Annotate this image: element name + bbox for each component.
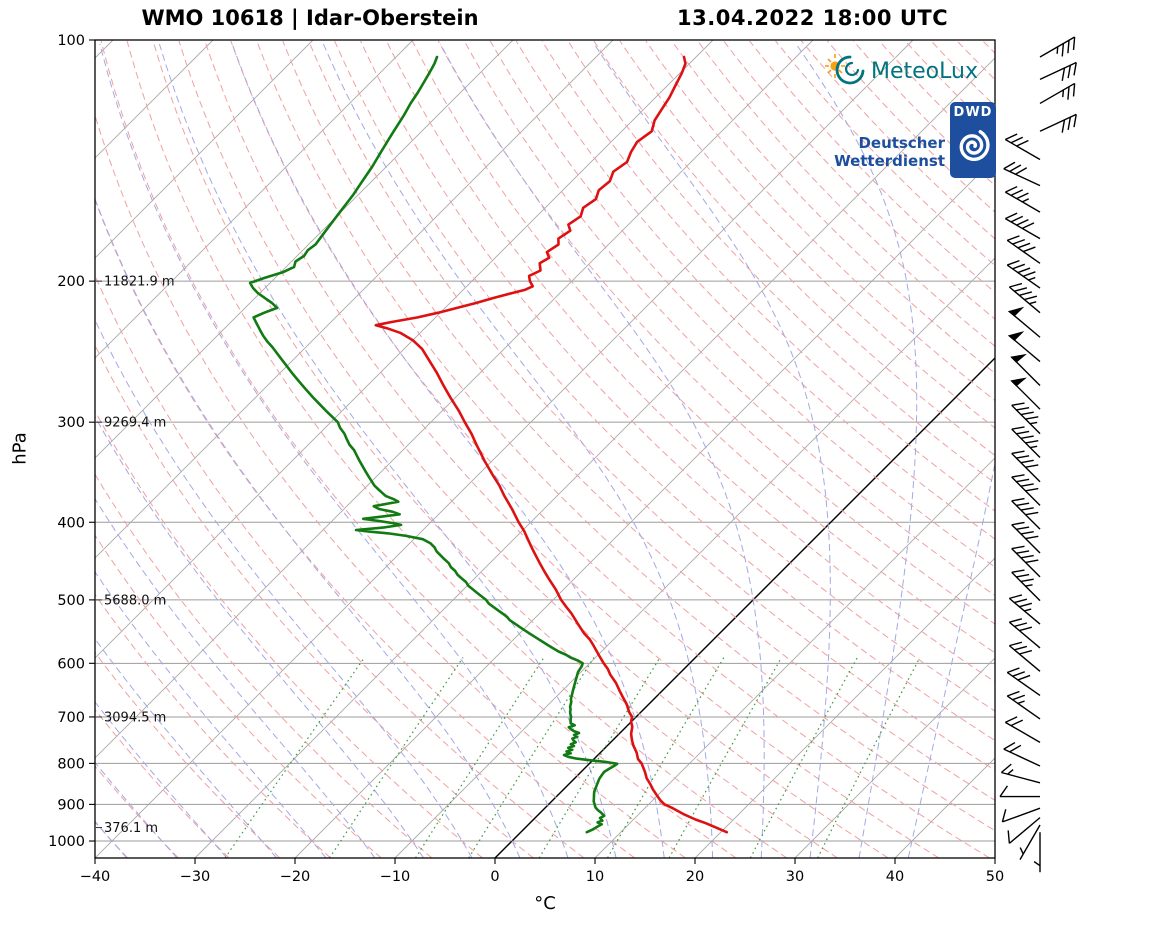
y-tick-label: 500 xyxy=(57,593,85,609)
y-tick-label: 100 xyxy=(57,33,85,49)
x-tick-label: 10 xyxy=(586,869,604,885)
x-tick-label: 30 xyxy=(786,869,804,885)
x-tick-label: −40 xyxy=(80,869,111,885)
dwd-wordmark-line2: Wetterdienst xyxy=(834,152,945,170)
moist-adiabats xyxy=(95,43,995,858)
height-label: 376.1 m xyxy=(104,821,158,836)
height-label: 9269.4 m xyxy=(104,416,166,431)
y-tick-label: 1000 xyxy=(48,834,85,850)
y-tick-label: 300 xyxy=(57,415,85,431)
mixing-ratio-lines xyxy=(224,657,921,858)
y-tick-label: 700 xyxy=(57,710,85,726)
y-tick-label: 900 xyxy=(57,797,85,813)
sounding-curves xyxy=(248,55,729,834)
height-label: 11821.9 m xyxy=(104,275,175,290)
x-tick-label: 50 xyxy=(986,869,1004,885)
x-tick-label: 40 xyxy=(886,869,904,885)
dwd-logo: DWD xyxy=(950,102,996,178)
dry-adiabats xyxy=(95,40,995,858)
dwd-abbr-label: DWD xyxy=(953,105,993,120)
height-label: 3094.5 m xyxy=(104,710,166,725)
x-tick-label: −10 xyxy=(380,869,411,885)
y-tick-label: 400 xyxy=(57,515,85,531)
temperature-curve xyxy=(374,55,729,834)
dwd-wordmark: Deutscher Wetterdienst xyxy=(826,134,945,170)
height-label: 5688.0 m xyxy=(104,593,166,608)
x-tick-label: 20 xyxy=(686,869,704,885)
pressure-gridlines xyxy=(95,40,995,842)
meteolux-sun-cyclone-icon xyxy=(825,54,865,85)
x-tick-label: −20 xyxy=(280,869,311,885)
height-labels: 11821.9 m 9269.4 m 5688.0 m 3094.5 m 376.1 m xyxy=(96,275,175,836)
dwd-wordmark-line1: Deutscher xyxy=(858,134,945,152)
wind-barbs xyxy=(999,36,1077,873)
y-tick-label: 800 xyxy=(57,756,85,772)
x-axis-label: °C xyxy=(534,893,556,914)
x-tick-label: −30 xyxy=(180,869,211,885)
plot-frame xyxy=(94,39,996,859)
y-tick-label: 600 xyxy=(57,656,85,672)
y-axis-label: hPa xyxy=(9,432,31,465)
dwd-spiral-icon xyxy=(959,130,990,161)
datetime-label: 13.04.2022 18:00 UTC xyxy=(677,6,949,30)
dwd-spiral-path xyxy=(959,130,990,161)
dewpoint-curve xyxy=(248,55,619,834)
meteolux-logo: MeteoLux xyxy=(822,50,978,92)
x-tick-label: 0 xyxy=(490,869,499,885)
page-title: WMO 10618 | Idar-Oberstein xyxy=(141,6,479,30)
y-tick-label: 200 xyxy=(57,274,85,290)
meteolux-label: MeteoLux xyxy=(871,58,978,84)
